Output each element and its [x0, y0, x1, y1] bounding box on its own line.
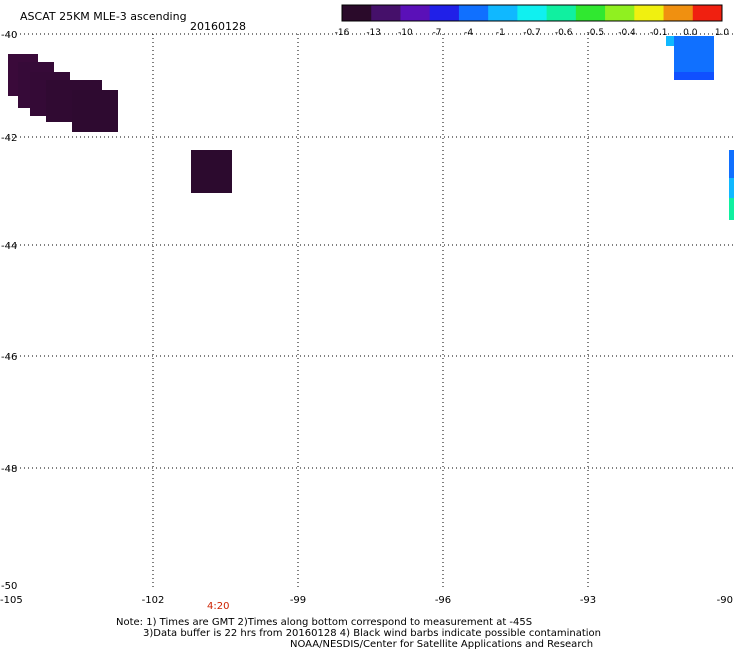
- latitude-label: -48: [1, 464, 17, 475]
- map-title: ASCAT 25KM MLE-3 ascending: [20, 10, 187, 23]
- swath-cell: [674, 72, 714, 80]
- colorbar-label: -0.4: [618, 28, 636, 38]
- longitude-label: -105: [0, 595, 23, 606]
- colorbar-segment: [429, 5, 460, 21]
- colorbar-segment: [400, 5, 431, 21]
- colorbar-label: 1.0: [715, 28, 730, 38]
- colorbar-segment: [692, 5, 723, 21]
- colorbar-labels: -16 -13 -10 -7 -4 -1 -0.7 -0.6 -0.5 -0.4 -0.1 0.0 1.…: [335, 28, 730, 38]
- colorbar-label: -1: [496, 28, 505, 38]
- colorbar-label: -4: [464, 28, 473, 38]
- colorbar-segment: [663, 5, 694, 21]
- latitude-label: -40: [1, 30, 17, 41]
- colorbar-label: -10: [398, 28, 413, 38]
- data-swaths: [8, 36, 734, 220]
- map-date: 20160128: [190, 20, 246, 33]
- longitude-label: -102: [142, 595, 165, 606]
- grid-lines: [8, 33, 734, 590]
- colorbar-label: -0.6: [555, 28, 573, 38]
- swath-cell: [72, 90, 118, 132]
- colorbar-segment: [488, 5, 518, 21]
- note-line-3: NOAA/NESDIS/Center for Satellite Applica…: [290, 639, 593, 650]
- colorbar-label: -16: [335, 28, 350, 38]
- longitude-label: -90: [717, 595, 733, 606]
- longitude-label: -93: [580, 595, 596, 606]
- colorbar-segment: [575, 5, 606, 21]
- latitude-label: -50: [1, 581, 17, 592]
- colorbar-segment: [517, 5, 548, 21]
- longitude-label: -96: [435, 595, 451, 606]
- swath-cell: [191, 150, 232, 193]
- colorbar-segment: [605, 5, 635, 21]
- colorbar: [341, 4, 723, 22]
- note-line-1: Note: 1) Times are GMT 2)Times along bot…: [116, 617, 532, 628]
- longitude-labels: -105 -102 -99 -96 -93 -90: [0, 595, 733, 606]
- swath-cell: [729, 178, 734, 198]
- note-line-2: 3)Data buffer is 22 hrs from 20160128 4)…: [143, 628, 601, 639]
- latitude-label: -42: [1, 133, 17, 144]
- colorbar-label: -0.5: [587, 28, 605, 38]
- colorbar-segment: [371, 5, 401, 21]
- colorbar-label: -7: [433, 28, 442, 38]
- colorbar-frame: [341, 4, 723, 22]
- latitude-label: -44: [1, 241, 17, 252]
- colorbar-label: -0.1: [650, 28, 668, 38]
- colorbar-segment: [458, 5, 489, 21]
- colorbar-label: 0.0: [683, 28, 698, 38]
- longitude-label: -99: [290, 595, 306, 606]
- latitude-label: -46: [1, 352, 17, 363]
- colorbar-segment: [634, 5, 665, 21]
- colorbar-label: -0.7: [523, 28, 541, 38]
- colorbar-label: -13: [366, 28, 381, 38]
- colorbar-segment: [342, 5, 372, 21]
- latitude-labels: -40 -42 -44 -46 -48 -50: [1, 30, 17, 592]
- swath-cell: [729, 198, 734, 220]
- colorbar-segment: [546, 5, 577, 21]
- time-mark: 4:20: [207, 601, 229, 612]
- swath-cell: [729, 150, 734, 178]
